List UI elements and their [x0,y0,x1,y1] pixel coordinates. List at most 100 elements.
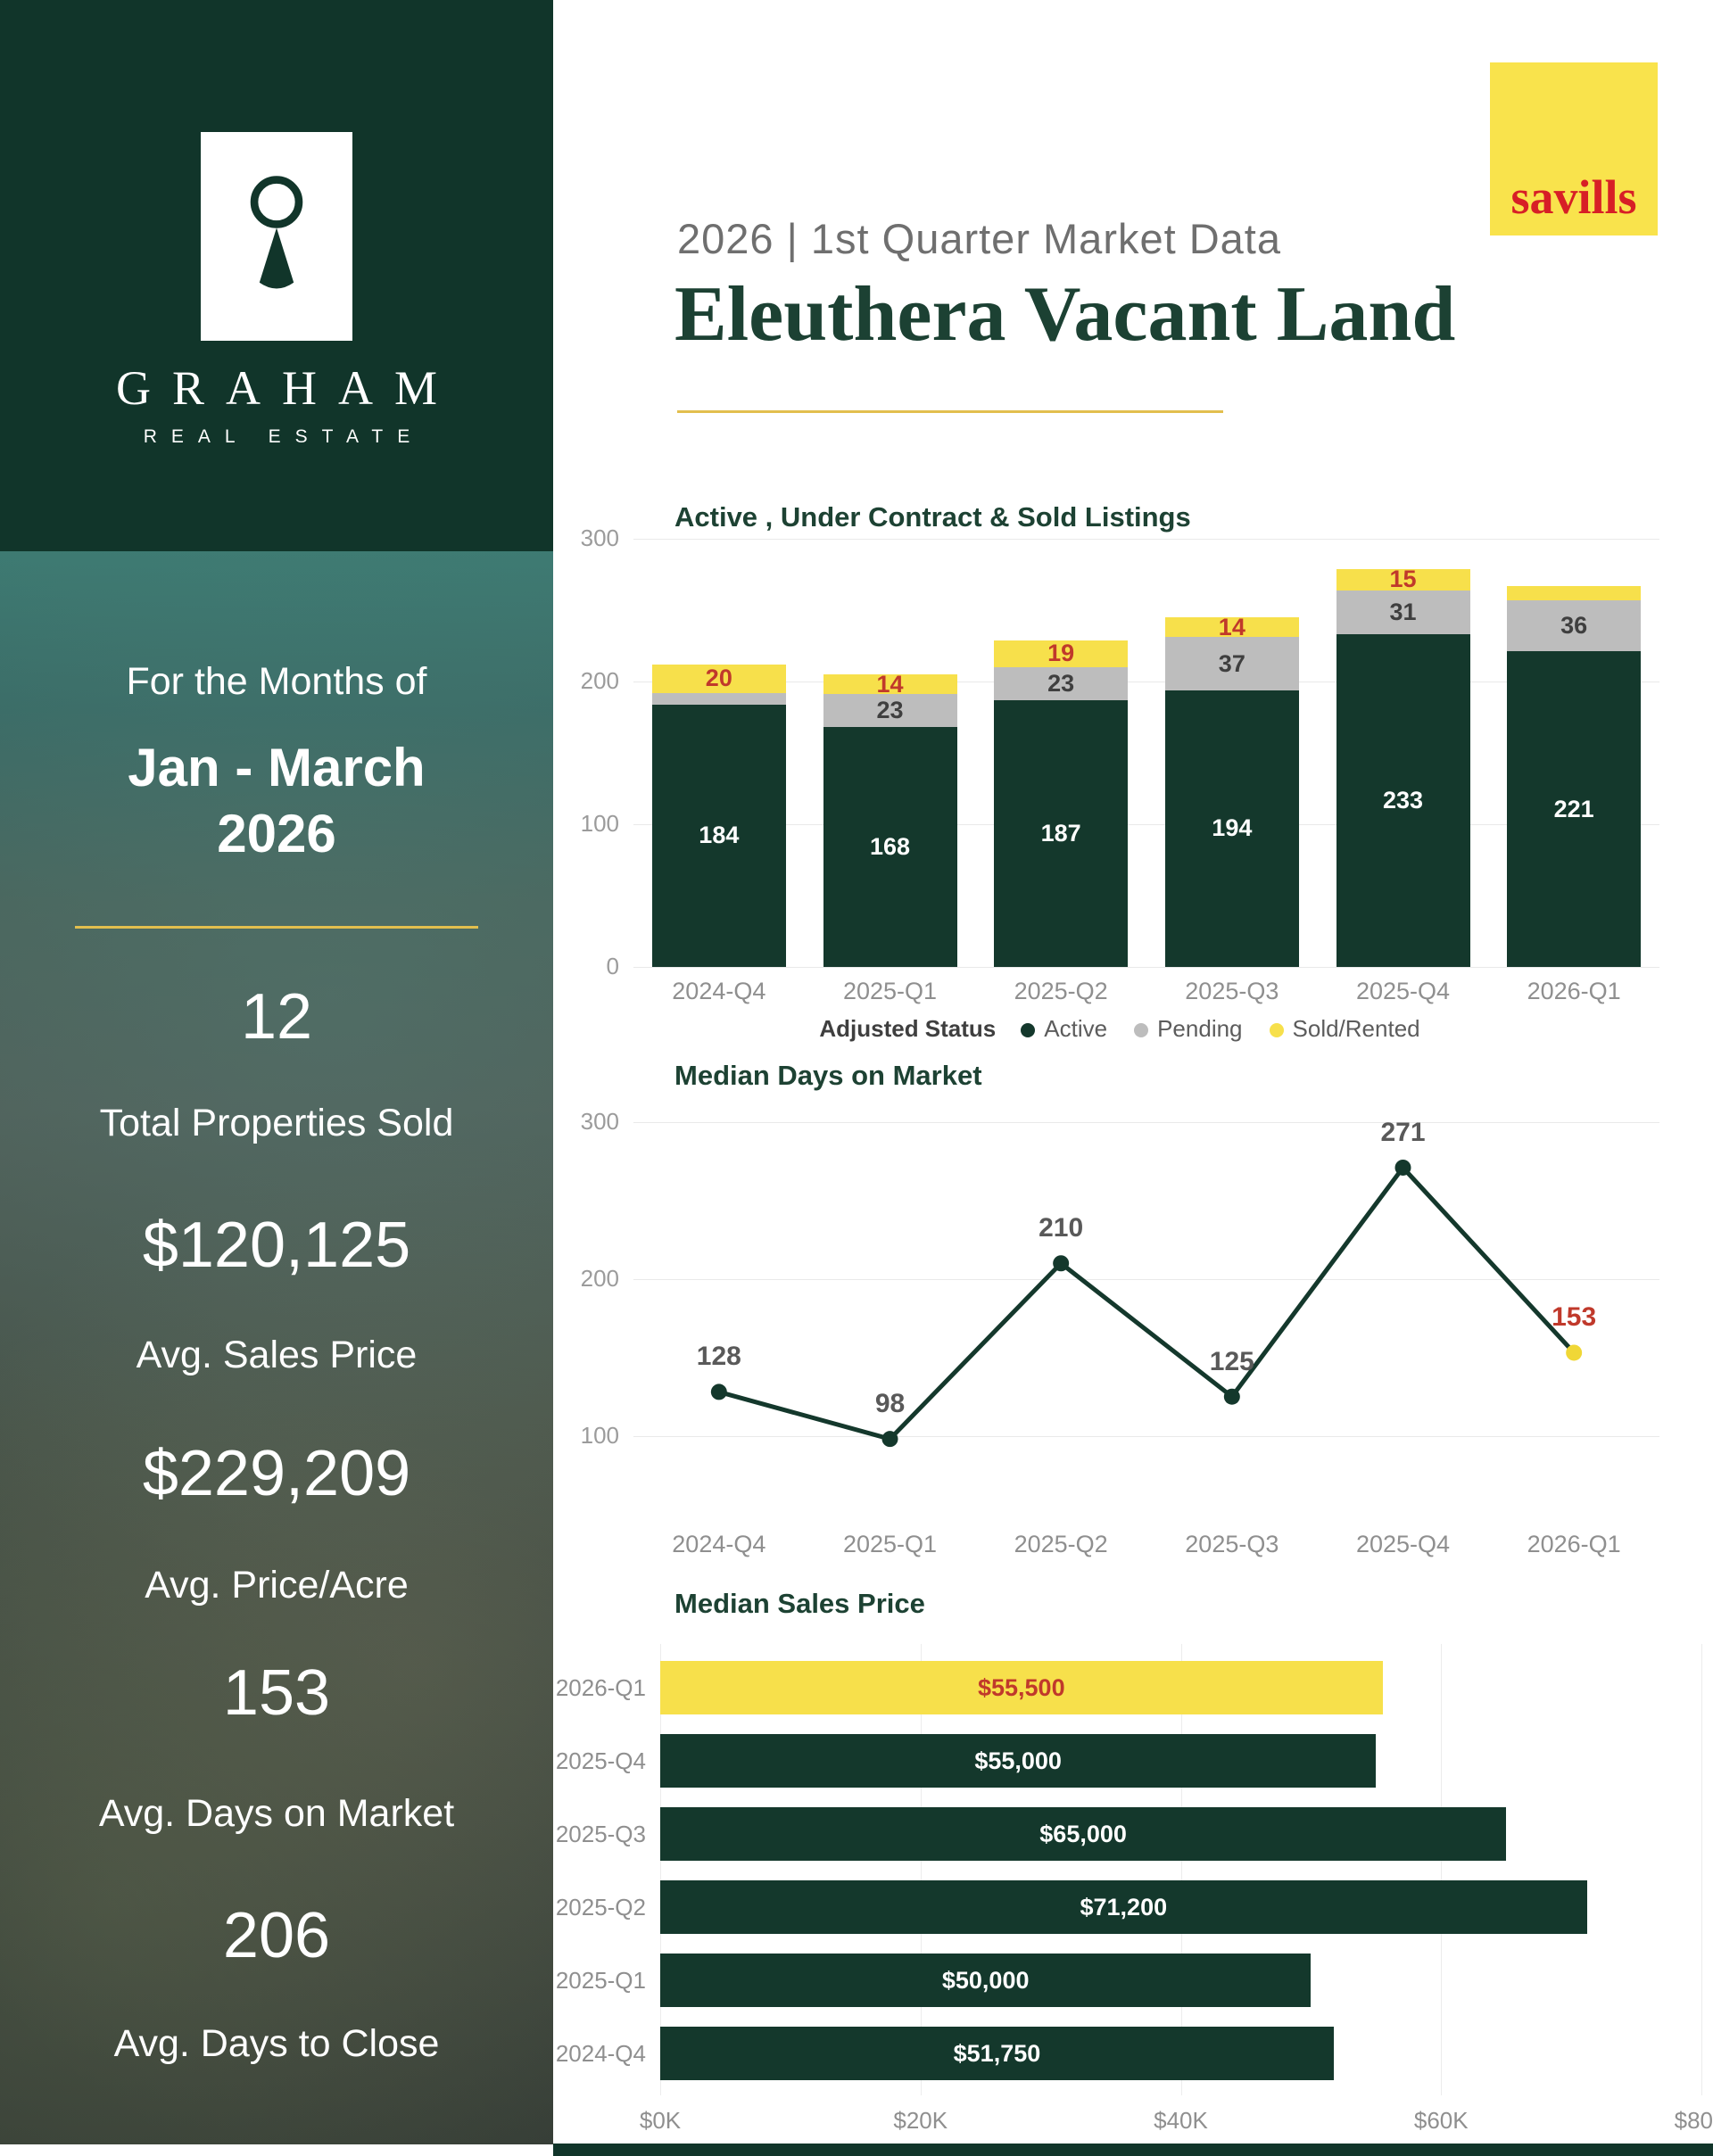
gridline [1701,1644,1702,2095]
page-title: Eleuthera Vacant Land [674,271,1456,358]
bar-value-label: 14 [1218,613,1245,640]
bar-segment-sold-rented: 19 [994,640,1129,668]
sidebar: GRAHAM REAL ESTATE For the Months of Jan… [0,0,553,2144]
bar-value-label: 36 [1560,612,1588,640]
data-point [881,1431,898,1448]
point-value-label: 153 [1552,1302,1597,1333]
bar-segment-active: 194 [1164,690,1299,967]
y-axis-category: 2025-Q3 [555,1821,646,1847]
stat-avg-price-acre-value: $229,209 [142,1438,411,1509]
price-bar: $65,000 [660,1807,1507,1861]
x-axis-tick: $0K [639,2107,682,2134]
x-axis-tick: $20K [893,2107,948,2134]
stat-avg-days-close-value: 206 [222,1900,331,1971]
x-axis-tick: 2025-Q2 [1014,978,1108,1004]
x-axis-tick: $60K [1413,2107,1469,2134]
gridline [633,824,1659,825]
stat-avg-price-acre-label: Avg. Price/Acre [145,1564,409,1607]
bar-value-label: $55,000 [974,1747,1062,1774]
bar-segment-sold-rented: 15 [1336,567,1470,591]
bar-segment-sold-rented [1507,585,1642,600]
brand-name: GRAHAM [115,361,459,415]
data-point [1394,1159,1411,1176]
data-point [1053,1255,1070,1272]
brand-tagline: REAL ESTATE [143,426,425,447]
x-axis-tick: 2025-Q3 [1185,978,1279,1004]
data-point [1566,1344,1583,1361]
x-axis-tick: $40K [1154,2107,1208,2134]
stat-avg-dom-label: Avg. Days on Market [98,1792,455,1835]
y-axis-category: 2026-Q1 [555,1674,646,1701]
price-bar: $51,750 [660,2027,1334,2080]
y-axis-category: 2025-Q4 [555,1747,646,1774]
bar-segment-active: 187 [994,699,1129,967]
bar-value-label: $71,200 [1080,1893,1168,1921]
x-axis-tick: 2025-Q4 [1355,1531,1451,1557]
median-price-chart-plot: 2026-Q1 $55,500 2025-Q4 $55,000 2025-Q3 $65,0… [556,1644,1702,2095]
title-underline [677,410,1223,413]
stat-avg-sales-price-label: Avg. Sales Price [136,1334,418,1376]
bar-segment-pending: 36 [1507,599,1642,652]
bar-value-label: 184 [699,822,740,849]
stacked-bar: 221 36 [1507,585,1642,967]
y-axis-tick: 200 [580,1264,619,1292]
bar-value-label: 20 [705,665,732,692]
bar-value-label: $51,750 [953,2039,1041,2067]
bar-value-label: 194 [1212,814,1253,842]
y-axis-tick: 200 [580,667,619,694]
period-months: Jan - March [128,738,426,797]
point-value-label: 98 [874,1389,906,1419]
legend-label: Active [1044,1015,1108,1042]
bar-value-label: 187 [1040,819,1081,847]
report-subtitle: 2026 | 1st Quarter Market Data [677,215,1282,262]
aerial-neighborhood-photo [0,551,553,2144]
bar-value-label: $65,000 [1039,1820,1127,1847]
period-year: 2026 [217,804,336,863]
bar-value-label: 19 [1047,640,1075,667]
price-bar: $50,000 [660,1954,1312,2007]
y-axis-tick: 100 [580,1421,619,1449]
stacked-bar: 168 23 14 [823,672,957,967]
point-value-label: 125 [1209,1346,1254,1376]
bar-segment-pending: 31 [1336,590,1470,635]
savills-wordmark: savills [1510,170,1637,224]
days-on-market-chart-title: Median Days on Market [674,1060,982,1091]
data-point [710,1384,727,1400]
legend-dot [1021,1023,1036,1037]
bar-value-label: 31 [1389,598,1417,625]
gridline [633,681,1659,682]
point-value-label: 210 [1039,1213,1084,1243]
x-axis-tick: 2025-Q3 [1185,1531,1279,1557]
key-icon [234,165,319,309]
stacked-bar: 233 31 15 [1336,567,1470,967]
legend-item: Pending [1134,1015,1243,1042]
gold-divider [75,926,478,929]
gridline [1441,1644,1443,2095]
bar-segment-active: 233 [1336,634,1470,967]
bar-value-label: $50,000 [941,1966,1030,1994]
price-bar: $55,500 [660,1661,1383,1714]
x-axis-tick: 2025-Q1 [842,1531,938,1557]
bar-segment-active: 168 [823,727,957,967]
bar-segment-pending: 23 [994,667,1129,700]
stat-avg-sales-price-value: $120,125 [142,1210,411,1281]
bar-segment-active: 184 [651,704,786,967]
stat-total-sold-value: 12 [240,981,313,1053]
gridline [633,1278,1659,1280]
period-intro: For the Months of [126,660,427,703]
bar-segment-sold-rented: 14 [823,672,957,696]
gridline [1180,1644,1182,2095]
days-on-market-chart-plot: 100 200 300 128 98 210 125 271 153 [581,1109,1659,1499]
point-value-label: 128 [696,1342,741,1372]
y-axis-category: 2025-Q2 [555,1894,646,1921]
y-axis-tick: 0 [606,953,619,979]
stacked-bar: 194 37 14 [1164,613,1299,967]
bar-value-label: 233 [1382,787,1424,814]
median-price-chart-title: Median Sales Price [674,1588,925,1619]
bar-value-label: $55,500 [977,1673,1065,1701]
y-axis-tick: 100 [580,810,619,837]
median-price-chart-xaxis: $0K $20K $40K $60K $80K [640,2107,1713,2137]
line-series [710,1159,1583,1448]
legend-dot [1269,1023,1284,1037]
graham-logo [201,132,352,341]
